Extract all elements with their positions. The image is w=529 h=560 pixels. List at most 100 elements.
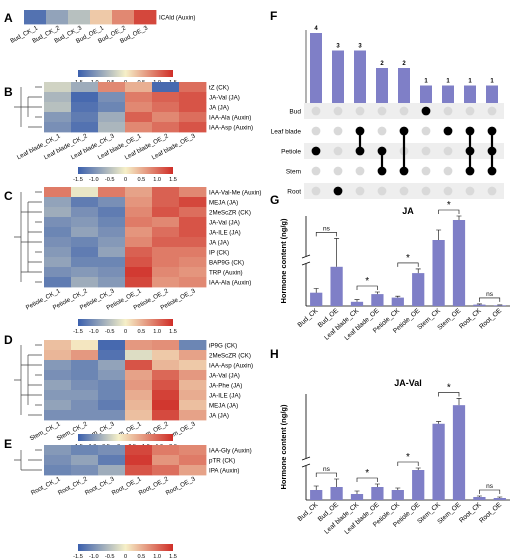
membership-dot-filled <box>421 106 431 116</box>
heatmap-cell <box>71 340 99 351</box>
bar <box>330 266 343 306</box>
bar <box>432 423 445 500</box>
heatmap-cell <box>98 340 126 351</box>
heatmap-cell <box>125 237 153 248</box>
heatmap-cell <box>98 92 126 103</box>
bar <box>412 470 425 500</box>
heatmap-cell <box>112 10 135 25</box>
error-bar <box>415 467 421 470</box>
heatmap-cell <box>125 227 153 238</box>
heatmap-cell <box>179 112 207 123</box>
membership-dot-empty <box>465 186 475 196</box>
x-tick-label: Stem_OE <box>436 307 462 332</box>
error-bar <box>334 238 340 267</box>
color-scale-tick: 1.5 <box>169 554 177 560</box>
intersection-bar <box>354 50 366 103</box>
heatmap-cell <box>71 360 99 371</box>
heatmap-cell <box>44 360 72 371</box>
row-label: 2MeScZR (CK) <box>209 353 251 360</box>
error-bar <box>395 487 401 490</box>
heatmap-cell <box>179 390 207 401</box>
heatmap-cell <box>125 187 153 198</box>
color-scale-tick: 0.5 <box>137 554 145 560</box>
heatmap-cell <box>125 277 153 288</box>
heatmap-cell <box>44 400 72 411</box>
heatmap-cell <box>44 370 72 381</box>
bar <box>452 220 466 306</box>
color-scale-bar <box>78 434 173 441</box>
membership-dot-empty <box>443 186 453 196</box>
x-tick-label: Root_OE <box>478 307 503 331</box>
heatmap-cell <box>179 340 207 351</box>
heatmap-cell <box>125 455 153 466</box>
bar-value-label: 1 <box>446 79 450 85</box>
panel-label-h: H <box>270 347 279 361</box>
significance-label: * <box>365 468 369 479</box>
row-label: JA (JA) <box>209 105 229 112</box>
heatmap-cell <box>71 112 99 123</box>
row-label: JA-Phe (JA) <box>209 383 242 390</box>
dendrogram <box>14 86 42 128</box>
color-scale-tick: 0.5 <box>137 329 145 335</box>
heatmap-cell <box>179 122 207 133</box>
heatmap-cell <box>179 380 207 391</box>
heatmap-cell <box>71 380 99 391</box>
membership-dot-empty <box>333 106 343 116</box>
color-scale-bar <box>78 70 173 77</box>
heatmap-cell <box>125 247 153 258</box>
heatmap-cell <box>98 465 126 476</box>
heatmap-cell <box>98 227 126 238</box>
row-label: tZ (CK) <box>209 85 229 92</box>
heatmap-cell <box>152 267 180 278</box>
y-axis-label: Hormone content (ng/g) <box>279 218 288 303</box>
heatmap-cell <box>179 257 207 268</box>
row-label: 2MeScZR (CK) <box>209 210 251 217</box>
heatmap-cell <box>179 207 207 218</box>
row-label: JA-Val (JA) <box>209 220 240 227</box>
panel-label-a: A <box>4 11 13 25</box>
color-scale-tick: -1.5 <box>73 554 83 560</box>
set-label: Stem <box>286 168 301 175</box>
heatmap-cell <box>98 400 126 411</box>
heatmap-cell <box>98 445 126 456</box>
row-label: ICAld (Auxin) <box>159 15 195 22</box>
significance-label: * <box>406 253 410 264</box>
significance-label: ns <box>323 466 331 473</box>
heatmap-cell <box>125 112 153 123</box>
row-label: BAP9G (CK) <box>209 260 244 267</box>
color-scale-tick: -0.5 <box>105 554 115 560</box>
heatmap-cell <box>98 257 126 268</box>
heatmap-cell <box>125 122 153 133</box>
column-label: Root_CK_1 <box>30 475 62 496</box>
heatmap-cell <box>44 340 72 351</box>
heatmap-cell <box>71 82 99 93</box>
heatmap-cell <box>179 370 207 381</box>
color-scale-tick: 1.5 <box>169 177 177 183</box>
heatmap-cell <box>179 92 207 103</box>
membership-dot-empty <box>421 126 431 136</box>
heatmap-cell <box>98 277 126 288</box>
heatmap-cell <box>46 10 69 25</box>
heatmap-cell <box>71 247 99 258</box>
color-scale-tick: 1.0 <box>153 177 161 183</box>
heatmap-cell <box>44 237 72 248</box>
row-label: IAA-Ala (Auxin) <box>209 115 251 122</box>
heatmap-cell <box>179 400 207 411</box>
heatmap-cell <box>152 400 180 411</box>
panel-label-e: E <box>4 437 12 451</box>
significance-bracket <box>315 472 337 477</box>
heatmap-cell <box>71 445 99 456</box>
heatmap-cell <box>44 380 72 391</box>
heatmap-cell <box>179 187 207 198</box>
heatmap-cell <box>98 237 126 248</box>
color-scale-tick: -1.5 <box>73 177 83 183</box>
heatmap-cell <box>98 247 126 258</box>
panel-label-d: D <box>4 333 13 347</box>
heatmap-cell <box>152 390 180 401</box>
heatmap-cell <box>71 217 99 228</box>
dendrogram <box>14 344 42 416</box>
heatmap-cell <box>44 257 72 268</box>
row-label: JA (JA) <box>209 413 229 420</box>
color-scale-tick: -1.0 <box>89 329 99 335</box>
color-scale-tick: -0.5 <box>105 329 115 335</box>
